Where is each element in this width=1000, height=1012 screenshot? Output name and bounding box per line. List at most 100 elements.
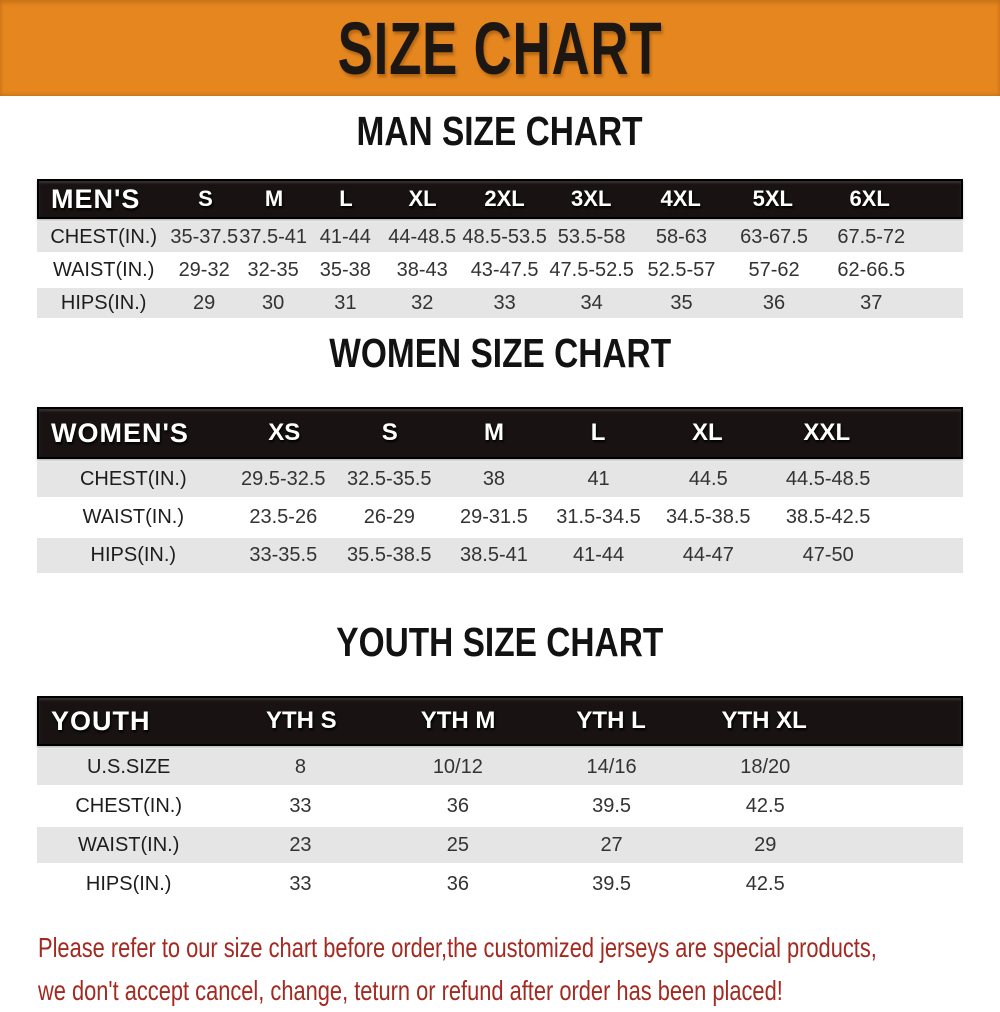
size-value-cell: 34.5-38.5: [666, 506, 751, 528]
row-label: CHEST(IN.): [79, 468, 187, 490]
women-table-label: WOMEN'S: [51, 417, 189, 448]
table-row: CHEST(IN.) 33 36 39.5 42.5: [37, 788, 963, 824]
row-label: HIPS(IN.): [60, 291, 147, 314]
size-value-cell: 36: [762, 291, 786, 314]
table-row: HIPS(IN.) 33 36 39.5 42.5: [37, 866, 963, 902]
size-column-header: YTH M: [420, 707, 496, 734]
size-value-cell: 35: [670, 291, 693, 314]
youth-size-table: YOUTH YTH S YTH M YTH L YTH XL U.S.SIZE 8 10/12…: [37, 696, 963, 902]
size-value-cell: 33: [493, 291, 516, 314]
size-column-header: 3XL: [571, 186, 612, 211]
size-value-cell: 8: [294, 755, 306, 778]
size-value-cell: 10/12: [432, 755, 483, 778]
size-column-header: XL: [692, 419, 723, 446]
size-value-cell: 26-29: [363, 506, 415, 528]
row-label: U.S.SIZE: [86, 755, 171, 778]
size-value-cell: 31: [334, 291, 357, 314]
size-value-cell: 47.5-52.5: [549, 258, 634, 281]
size-value-cell: 38: [482, 468, 506, 490]
size-column-header: L: [590, 419, 606, 446]
women-table-header: WOMEN'S XS S M L XL XXL: [37, 407, 963, 459]
size-value-cell: 53.5-58: [557, 225, 626, 248]
size-value-cell: 33: [289, 794, 312, 817]
size-value-cell: 35.5-38.5: [347, 544, 432, 566]
men-heading: MAN SIZE CHART: [0, 109, 1000, 159]
size-value-cell: 38-43: [396, 258, 448, 281]
size-column-header: XL: [408, 186, 437, 211]
size-value-cell: 36: [446, 872, 469, 895]
size-value-cell: 62-66.5: [837, 258, 906, 281]
size-value-cell: 41: [587, 468, 610, 490]
size-value-cell: 43-47.5: [470, 258, 539, 281]
youth-heading-text: YOUTH SIZE CHART: [336, 620, 664, 666]
size-column-header: L: [339, 186, 353, 211]
size-value-cell: 48.5-53.5: [462, 225, 547, 248]
size-value-cell: 37.5-41: [239, 225, 308, 248]
size-value-cell: 63-67.5: [740, 225, 808, 248]
size-column-header: M: [483, 419, 504, 446]
women-heading: WOMEN SIZE CHART: [0, 331, 1000, 381]
size-value-cell: 32: [411, 291, 434, 314]
footer-note: Please refer to our size chart before or…: [38, 926, 1000, 1012]
section-women: WOMEN SIZE CHART WOMEN'S XS S M L XL XXL CHEST(…: [0, 331, 1000, 573]
youth-heading: YOUTH SIZE CHART: [0, 620, 1000, 670]
size-value-cell: 42.5: [745, 794, 785, 817]
size-value-cell: 39.5: [592, 794, 632, 817]
size-value-cell: 27: [600, 833, 623, 856]
size-value-cell: 35-37.5: [170, 225, 239, 248]
size-value-cell: 33-35.5: [249, 544, 318, 566]
women-heading-text: WOMEN SIZE CHART: [329, 331, 671, 377]
size-value-cell: 29: [754, 833, 777, 856]
size-value-cell: 36: [446, 794, 469, 817]
size-value-cell: 58-63: [655, 225, 708, 248]
size-column-header: YTH S: [265, 707, 337, 734]
men-heading-text: MAN SIZE CHART: [356, 109, 644, 155]
size-column-header: S: [198, 186, 213, 211]
size-value-cell: 37: [860, 291, 883, 314]
youth-table-label: YOUTH: [51, 705, 151, 736]
youth-table-header: YOUTH YTH S YTH M YTH L YTH XL: [37, 696, 963, 746]
size-value-cell: 31.5-34.5: [556, 506, 641, 528]
section-youth: YOUTH SIZE CHART YOUTH YTH S YTH M YTH L YTH…: [0, 620, 1000, 902]
size-value-cell: 44-47: [682, 544, 734, 566]
banner-title: SIZE CHART: [337, 6, 663, 90]
size-value-cell: 67.5-72: [837, 225, 906, 248]
size-value-cell: 29: [193, 291, 216, 314]
size-value-cell: 57-62: [748, 258, 800, 281]
table-row: HIPS(IN.) 29 30 31 32 33 34 35 36 37: [37, 288, 963, 318]
size-value-cell: 14/16: [586, 755, 637, 778]
size-value-cell: 30: [262, 291, 285, 314]
size-column-header: 5XL: [752, 186, 793, 211]
size-column-header: M: [264, 186, 284, 211]
row-label: CHEST(IN.): [75, 794, 182, 817]
size-value-cell: 25: [446, 833, 469, 856]
row-label: HIPS(IN.): [85, 872, 172, 895]
size-value-cell: 47-50: [802, 544, 854, 566]
size-value-cell: 39.5: [592, 872, 632, 895]
table-row: CHEST(IN.) 35-37.5 37.5-41 41-44 44-48.5 48.5…: [37, 222, 963, 252]
size-value-cell: 29.5-32.5: [241, 468, 326, 490]
size-column-header: XS: [268, 419, 301, 446]
size-value-cell: 38.5-41: [460, 544, 528, 566]
size-column-header: 6XL: [849, 186, 890, 211]
size-column-header: YTH L: [576, 707, 646, 734]
size-value-cell: 29-31.5: [460, 506, 528, 528]
footer-line-1: Please refer to our size chart before or…: [38, 932, 877, 963]
size-value-cell: 32.5-35.5: [347, 468, 432, 490]
size-value-cell: 29-32: [178, 258, 230, 281]
size-value-cell: 23.5-26: [249, 506, 318, 528]
row-label: WAIST(IN.): [52, 258, 155, 281]
table-row: WAIST(IN.) 29-32 32-35 35-38 38-43 43-47.5 47.…: [37, 255, 963, 285]
size-value-cell: 18/20: [740, 755, 791, 778]
men-table-label: MEN'S: [51, 183, 141, 214]
men-size-table: MEN'S S M L XL 2XL 3XL 4XL 5XL 6XL CHEST(IN.) 35-37…: [37, 179, 963, 318]
size-value-cell: 44.5: [688, 468, 728, 490]
size-column-header: YTH XL: [721, 707, 807, 734]
size-value-cell: 33: [289, 872, 312, 895]
row-label: WAIST(IN.): [82, 506, 185, 528]
size-value-cell: 41-44: [572, 544, 625, 566]
table-row: CHEST(IN.) 29.5-32.5 32.5-35.5 38 41 44.5 44.5…: [37, 462, 963, 497]
row-label: HIPS(IN.): [90, 544, 177, 566]
row-label: WAIST(IN.): [77, 833, 180, 856]
